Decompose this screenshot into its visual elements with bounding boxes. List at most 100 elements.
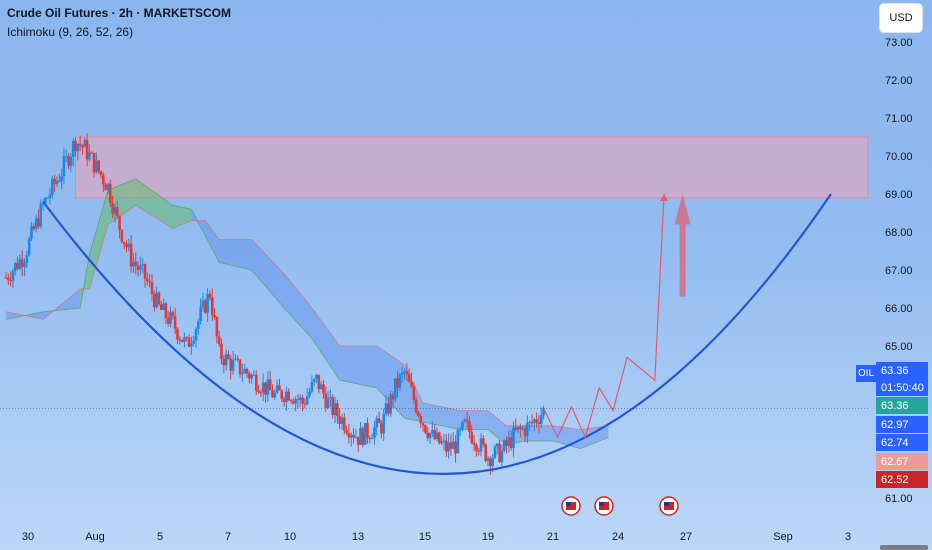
cloud-segment [339, 346, 377, 388]
cloud-segment [219, 239, 252, 270]
cloud-segment [487, 410, 507, 445]
candle-body [539, 415, 543, 425]
candle-body [421, 423, 425, 426]
candle-body [331, 397, 335, 416]
price-tag: 62.74 [876, 434, 928, 451]
cloud-segment [284, 273, 312, 339]
x-tick-label: 13 [352, 531, 364, 543]
candle-body [449, 442, 453, 449]
candle-body [252, 374, 256, 376]
candle-body [447, 442, 450, 452]
candle-body [512, 427, 515, 449]
candle-body [366, 422, 369, 438]
candle-body [442, 440, 446, 442]
candle-body [400, 372, 404, 375]
price-tag: 62.52 [876, 471, 928, 488]
candle-body [312, 379, 316, 382]
candle-body [389, 394, 392, 414]
candle-body [435, 432, 439, 440]
candle-body [472, 442, 476, 445]
currency-button[interactable]: USD [880, 4, 922, 32]
y-tick-label: 69.00 [885, 189, 913, 201]
candle-body [115, 207, 119, 217]
candle-body [118, 216, 121, 230]
time-scrollbar[interactable] [880, 545, 928, 550]
candle-body [199, 307, 202, 321]
rounding-bottom-curve [42, 193, 832, 475]
candle-body [51, 178, 54, 195]
candle-body [294, 399, 297, 404]
candle-body [533, 419, 536, 424]
y-tick-label: 73.00 [885, 37, 913, 49]
cloud-segment [251, 239, 285, 308]
candle-body [34, 218, 38, 230]
candle-body [340, 417, 344, 424]
candle-body [542, 408, 545, 416]
candle-body [215, 317, 219, 337]
y-tick-label: 70.00 [885, 151, 913, 163]
candle-body [433, 430, 436, 440]
candle-body [60, 175, 63, 181]
indicator-legend[interactable]: Ichimoku (9, 26, 52, 26) [7, 25, 134, 39]
x-tick-label: 27 [680, 531, 692, 543]
candle-body [78, 143, 82, 146]
us-flag-event-icon [599, 502, 604, 506]
candle-body [326, 398, 330, 409]
candle-body [57, 180, 61, 182]
candle-body [347, 433, 351, 438]
candle-body [280, 390, 284, 399]
candle-body [224, 354, 228, 366]
candle-body [64, 155, 68, 157]
candle-body [292, 400, 295, 404]
candle-body [479, 438, 483, 452]
candle-body [384, 403, 388, 415]
candle-body [382, 414, 386, 434]
candle-body [39, 203, 43, 227]
candle-body [282, 398, 286, 403]
candle-body [159, 304, 163, 310]
candle-body [498, 443, 501, 463]
y-tick-label: 61.00 [885, 493, 913, 505]
candle-body [217, 336, 221, 344]
candle-body [345, 430, 348, 434]
candle-body [396, 378, 399, 388]
candle-body [11, 270, 15, 281]
candle-body [338, 416, 341, 424]
candle-body [264, 382, 267, 395]
candle-body [505, 440, 508, 446]
candle-body [185, 337, 189, 339]
candle-body [203, 300, 207, 313]
candle-body [523, 428, 527, 436]
projection-path [543, 193, 665, 439]
candle-body [27, 238, 31, 256]
candle-body [519, 426, 522, 430]
cloud-segment [89, 190, 108, 289]
candle-body [90, 152, 94, 154]
candle-body [463, 419, 467, 422]
candle-body [176, 328, 179, 340]
candle-body [122, 241, 126, 244]
candle-body [380, 423, 383, 434]
candle-body [315, 374, 318, 380]
curve-layer [42, 193, 832, 475]
candle-body [470, 432, 474, 443]
candle-body [83, 140, 87, 148]
candle-body [95, 160, 98, 173]
candle-body [183, 337, 186, 342]
candle-body [197, 320, 200, 329]
candle-body [405, 371, 409, 375]
candle-body [387, 403, 390, 414]
candle-body [268, 379, 272, 391]
y-tick-label: 65.00 [885, 341, 913, 353]
candle-body [153, 293, 156, 308]
price-tag: 62.67 [876, 453, 928, 470]
candle-body [259, 392, 263, 394]
candle-body [55, 180, 59, 185]
candle-body [180, 339, 184, 342]
candle-body [234, 358, 237, 360]
candle-body [30, 226, 33, 239]
candle-body [120, 229, 124, 242]
y-tick-label: 66.00 [885, 303, 913, 315]
candle-body [220, 343, 223, 359]
